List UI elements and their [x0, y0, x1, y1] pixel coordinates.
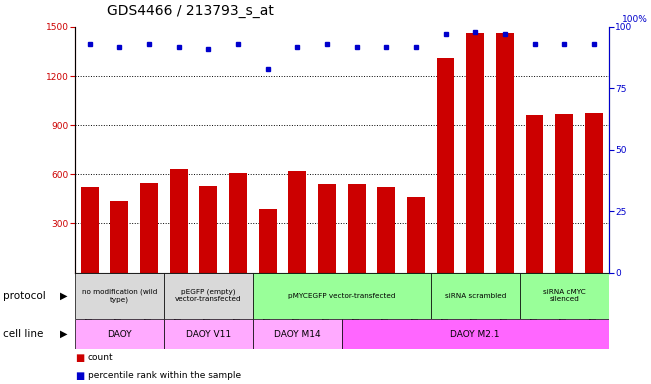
- Text: no modification (wild
type): no modification (wild type): [81, 289, 157, 303]
- Bar: [525, 115, 544, 273]
- Bar: [81, 187, 98, 273]
- Text: percentile rank within the sample: percentile rank within the sample: [88, 371, 241, 379]
- Bar: [140, 183, 158, 273]
- Text: cell line: cell line: [3, 329, 44, 339]
- Bar: [164, 319, 253, 349]
- Bar: [75, 273, 164, 319]
- Text: siRNA cMYC
silenced: siRNA cMYC silenced: [543, 289, 586, 302]
- Text: ▶: ▶: [60, 291, 68, 301]
- Bar: [466, 33, 484, 273]
- Bar: [519, 273, 609, 319]
- Text: DAOY: DAOY: [107, 329, 132, 339]
- Bar: [253, 273, 431, 319]
- Text: ■: ■: [75, 353, 84, 363]
- Bar: [164, 273, 253, 319]
- Bar: [258, 209, 277, 273]
- Bar: [585, 113, 603, 273]
- Text: pEGFP (empty)
vector-transfected: pEGFP (empty) vector-transfected: [175, 289, 242, 303]
- Bar: [318, 184, 336, 273]
- Bar: [111, 200, 128, 273]
- Text: count: count: [88, 353, 113, 362]
- Bar: [170, 169, 187, 273]
- Bar: [378, 187, 395, 273]
- Bar: [342, 319, 609, 349]
- Text: protocol: protocol: [3, 291, 46, 301]
- Text: ▶: ▶: [60, 329, 68, 339]
- Bar: [253, 319, 342, 349]
- Bar: [75, 319, 164, 349]
- Bar: [199, 186, 217, 273]
- Bar: [437, 58, 454, 273]
- Text: DAOY M2.1: DAOY M2.1: [450, 329, 500, 339]
- Bar: [407, 197, 425, 273]
- Bar: [229, 173, 247, 273]
- Bar: [431, 273, 519, 319]
- Text: ■: ■: [75, 371, 84, 381]
- Text: DAOY M14: DAOY M14: [274, 329, 320, 339]
- Bar: [496, 33, 514, 273]
- Text: DAOY V11: DAOY V11: [186, 329, 231, 339]
- Text: pMYCEGFP vector-transfected: pMYCEGFP vector-transfected: [288, 293, 396, 299]
- Bar: [288, 171, 306, 273]
- Text: GDS4466 / 213793_s_at: GDS4466 / 213793_s_at: [107, 4, 274, 18]
- Text: 100%: 100%: [622, 15, 648, 24]
- Bar: [555, 114, 573, 273]
- Bar: [348, 184, 365, 273]
- Text: siRNA scrambled: siRNA scrambled: [445, 293, 506, 299]
